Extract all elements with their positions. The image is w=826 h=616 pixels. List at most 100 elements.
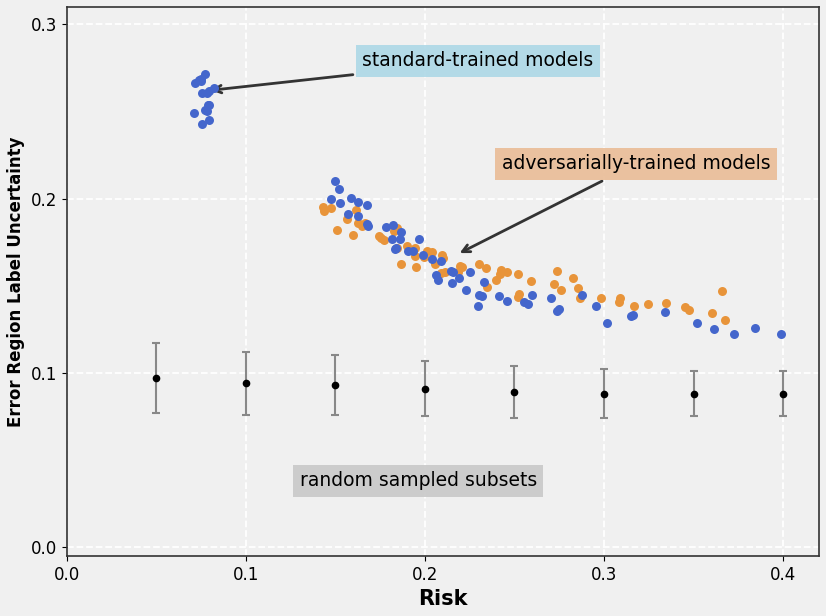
Point: [444, 266, 458, 276]
Point: [429, 259, 442, 269]
Point: [395, 259, 408, 269]
Point: [377, 235, 391, 245]
Point: [547, 280, 560, 290]
Point: [196, 119, 209, 129]
Point: [201, 88, 214, 98]
Text: standard-trained models: standard-trained models: [214, 52, 593, 93]
Point: [660, 298, 673, 308]
Point: [501, 296, 514, 306]
Point: [775, 329, 788, 339]
Point: [437, 253, 450, 263]
Y-axis label: Error Region Label Uncertainty: Error Region Label Uncertainty: [7, 136, 25, 427]
Point: [550, 306, 563, 316]
Point: [471, 301, 484, 311]
Point: [417, 250, 430, 260]
Point: [317, 206, 330, 216]
Point: [453, 261, 466, 271]
Point: [626, 310, 639, 320]
Point: [393, 235, 406, 245]
Point: [472, 259, 486, 269]
Point: [198, 69, 211, 79]
Point: [372, 232, 385, 241]
Point: [409, 243, 422, 253]
Point: [317, 202, 330, 212]
Point: [352, 218, 365, 228]
Point: [477, 277, 491, 287]
Point: [425, 254, 439, 264]
Point: [340, 214, 354, 224]
Point: [387, 226, 401, 236]
Point: [501, 267, 514, 277]
Point: [601, 318, 614, 328]
Point: [420, 246, 434, 256]
Point: [691, 318, 704, 328]
Point: [351, 211, 364, 221]
Point: [401, 246, 415, 256]
Point: [451, 267, 464, 277]
Point: [479, 263, 492, 273]
Point: [325, 203, 338, 213]
Point: [595, 294, 608, 304]
Point: [330, 225, 344, 235]
Point: [351, 197, 364, 206]
Point: [682, 305, 695, 315]
Point: [511, 269, 525, 279]
Point: [328, 176, 341, 185]
Point: [512, 289, 525, 299]
Point: [417, 252, 430, 262]
Point: [446, 267, 459, 277]
Point: [410, 262, 423, 272]
Point: [431, 275, 444, 285]
Point: [445, 278, 458, 288]
Point: [388, 245, 401, 254]
Point: [198, 105, 211, 115]
Point: [194, 74, 207, 84]
Point: [203, 86, 216, 96]
Point: [512, 292, 525, 302]
Point: [347, 230, 360, 240]
Point: [434, 268, 448, 278]
Point: [492, 291, 506, 301]
Point: [614, 293, 627, 303]
Point: [727, 330, 740, 339]
Point: [361, 200, 374, 210]
Point: [202, 100, 216, 110]
Point: [545, 293, 558, 303]
Point: [192, 75, 206, 85]
Point: [208, 83, 221, 92]
Point: [719, 315, 732, 325]
Point: [333, 198, 346, 208]
Point: [525, 290, 538, 300]
Point: [627, 301, 640, 311]
Point: [642, 299, 655, 309]
Point: [429, 270, 442, 280]
Point: [202, 115, 216, 125]
Point: [658, 307, 672, 317]
Point: [705, 308, 719, 318]
Point: [406, 246, 420, 256]
Point: [453, 273, 466, 283]
Point: [715, 286, 729, 296]
Text: random sampled subsets: random sampled subsets: [300, 471, 537, 490]
Point: [387, 221, 400, 230]
Text: adversarially-trained models: adversarially-trained models: [463, 154, 771, 252]
Point: [480, 283, 493, 293]
Point: [475, 291, 488, 301]
Point: [344, 193, 358, 203]
Point: [439, 267, 452, 277]
Point: [389, 243, 402, 253]
Point: [456, 262, 469, 272]
Point: [678, 302, 691, 312]
Point: [325, 195, 338, 205]
Point: [201, 106, 214, 116]
Point: [374, 233, 387, 243]
Point: [395, 227, 408, 237]
Point: [459, 285, 472, 295]
Point: [194, 76, 207, 86]
Point: [361, 221, 374, 231]
Point: [521, 299, 534, 309]
Point: [489, 275, 502, 285]
Point: [380, 222, 393, 232]
Point: [494, 269, 507, 279]
X-axis label: Risk: Risk: [418, 589, 468, 609]
